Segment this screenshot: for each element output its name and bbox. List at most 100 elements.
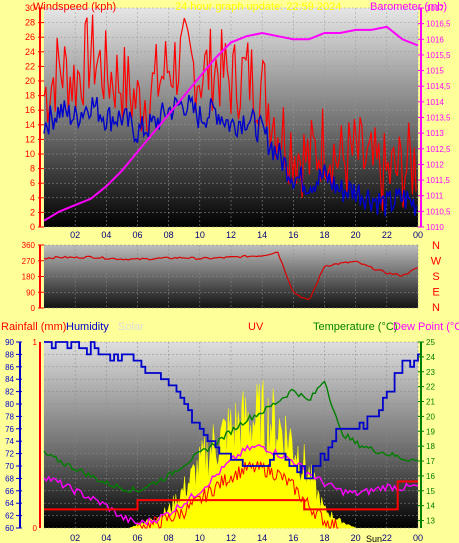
- temperature-tick-label: 20: [426, 412, 435, 421]
- temperature-tick-label: 25: [426, 338, 435, 347]
- humidity-tick-label: 78: [5, 412, 14, 421]
- time-tick-label: 08: [164, 533, 174, 543]
- windspeed-tick-label: 18: [25, 91, 35, 101]
- time-tick-label: 20: [351, 230, 361, 240]
- humidity-tick-label: 70: [5, 462, 14, 471]
- barometer-series-line: [43, 25, 419, 222]
- windspeed-axis-label: Windspeed (kph): [33, 1, 116, 13]
- barometer-tick-label: 1015: [426, 67, 444, 76]
- direction-tick-label: 0: [31, 304, 36, 313]
- humidity-tick-label: 82: [5, 388, 14, 397]
- barometer-tick-label: 1014: [426, 98, 444, 107]
- humidity-tick-label: 74: [5, 437, 14, 446]
- barometer-tick-label: 1017: [426, 4, 444, 13]
- solar-series-area: [129, 380, 356, 529]
- rainfall-legend: Rainfall (mm): [1, 321, 66, 333]
- direction-letter: W: [431, 256, 442, 268]
- direction-tick-label: 270: [22, 257, 36, 266]
- direction-letter: E: [432, 287, 439, 299]
- time-tick-label: 00: [413, 533, 423, 543]
- temperature-tick-label: 13: [426, 517, 435, 526]
- humidity-tick-label: 62: [5, 512, 14, 521]
- humidity-tick-label: 68: [5, 474, 14, 483]
- barometer-tick-label: 1010: [426, 223, 444, 232]
- barometer-tick-label: 1015,5: [426, 51, 451, 60]
- temperature-axis: 13 14 15 16 17 18 19 20 21 22 23 24 25: [418, 338, 435, 528]
- climate-panel-series: [43, 341, 422, 529]
- wind-panel-series: [43, 14, 419, 222]
- windspeed-tick-label: 10: [25, 149, 35, 159]
- barometer-tick-label: 1012,5: [426, 145, 451, 154]
- windspeed-tick-label: 6: [30, 178, 35, 188]
- time-tick-label: 22: [382, 230, 392, 240]
- time-tick-label: 04: [101, 533, 111, 543]
- temperature-tick-label: 15: [426, 487, 435, 496]
- humidity-tick-label: 84: [5, 375, 14, 384]
- rainfall-series-line: [44, 480, 418, 511]
- temperature-tick-label: 24: [426, 353, 435, 362]
- time-tick-label: 18: [319, 230, 329, 240]
- temperature-legend: Temperature (°C): [313, 321, 397, 333]
- windspeed-tick-label: 0: [30, 222, 35, 232]
- windspeed-tick-label: 24: [25, 47, 35, 57]
- windspeed-tick-label: 2: [30, 207, 35, 217]
- direction-tick-label: 180: [22, 273, 36, 282]
- temperature-tick-label: 19: [426, 427, 435, 436]
- time-tick-label: 10: [195, 230, 205, 240]
- windspeed-avg-series-line: [43, 94, 418, 217]
- windspeed-tick-label: 14: [25, 120, 35, 130]
- direction-panel-series: [43, 251, 419, 301]
- humidity-series-line: [44, 341, 422, 480]
- windspeed-tick-label: 30: [25, 3, 35, 13]
- barometer-axis-label: Barometer (mb): [370, 1, 447, 13]
- barometer-tick-label: 1016,5: [426, 20, 451, 29]
- temperature-series-line: [43, 380, 419, 493]
- update-title: 24 hour graph update: 22:59 2024: [175, 1, 341, 13]
- climate-panel-time-axis: 02 04 06 08 10 12 14 16 18 20 22 00: [70, 533, 423, 543]
- windspeed-tick-label: 22: [25, 61, 35, 71]
- humidity-tick-label: 64: [5, 499, 14, 508]
- time-tick-label: 10: [195, 533, 205, 543]
- humidity-tick-label: 72: [5, 450, 14, 459]
- temperature-tick-label: 18: [426, 442, 435, 451]
- humidity-tick-label: 66: [5, 487, 14, 496]
- humidity-tick-label: 76: [5, 425, 14, 434]
- dewpoint-legend: Dew Point (°C): [393, 321, 459, 333]
- rainfall-axis: 01: [33, 338, 41, 533]
- direction-tick-label: 360: [22, 241, 36, 250]
- temperature-tick-label: 14: [426, 502, 435, 511]
- direction-letter: N: [432, 240, 440, 252]
- rain-tick-label: 0: [33, 524, 38, 533]
- time-tick-label: 06: [132, 533, 142, 543]
- barometer-tick-label: 1013,5: [426, 114, 451, 123]
- barometer-tick-label: 1011,5: [426, 176, 450, 185]
- direction-tick-label: 90: [26, 288, 35, 297]
- windspeed-tick-label: 8: [30, 164, 35, 174]
- time-tick-label: 16: [288, 533, 298, 543]
- wind-panel-grid: [44, 7, 419, 228]
- windspeed-tick-label: 26: [25, 32, 35, 42]
- windspeed-tick-label: 28: [25, 18, 35, 28]
- barometer-axis: 1010 1010,5 1011 1011,5 1012 1012,5 1013 1013,5…: [418, 4, 451, 232]
- temperature-tick-label: 21: [426, 398, 435, 407]
- direction-letter: N: [432, 302, 440, 314]
- barometer-tick-label: 1011: [426, 192, 444, 201]
- windspeed-tick-label: 12: [25, 134, 35, 144]
- uv-legend: UV: [248, 321, 264, 333]
- rain-tick-label: 1: [33, 338, 38, 347]
- time-tick-label: 12: [226, 230, 236, 240]
- sun-label: Sun: [366, 534, 382, 543]
- time-tick-label: 00: [413, 230, 423, 240]
- barometer-tick-label: 1012: [426, 160, 444, 169]
- humidity-tick-label: 90: [5, 338, 14, 347]
- temperature-tick-label: 22: [426, 383, 435, 392]
- humidity-tick-label: 88: [5, 350, 14, 359]
- time-tick-label: 12: [226, 533, 236, 543]
- direction-series-line: [43, 251, 419, 301]
- direction-degrees-axis: 0 90 180 270 360: [22, 241, 44, 313]
- temperature-tick-label: 17: [426, 457, 435, 466]
- time-tick-label: 02: [70, 230, 80, 240]
- time-tick-label: 22: [382, 533, 392, 543]
